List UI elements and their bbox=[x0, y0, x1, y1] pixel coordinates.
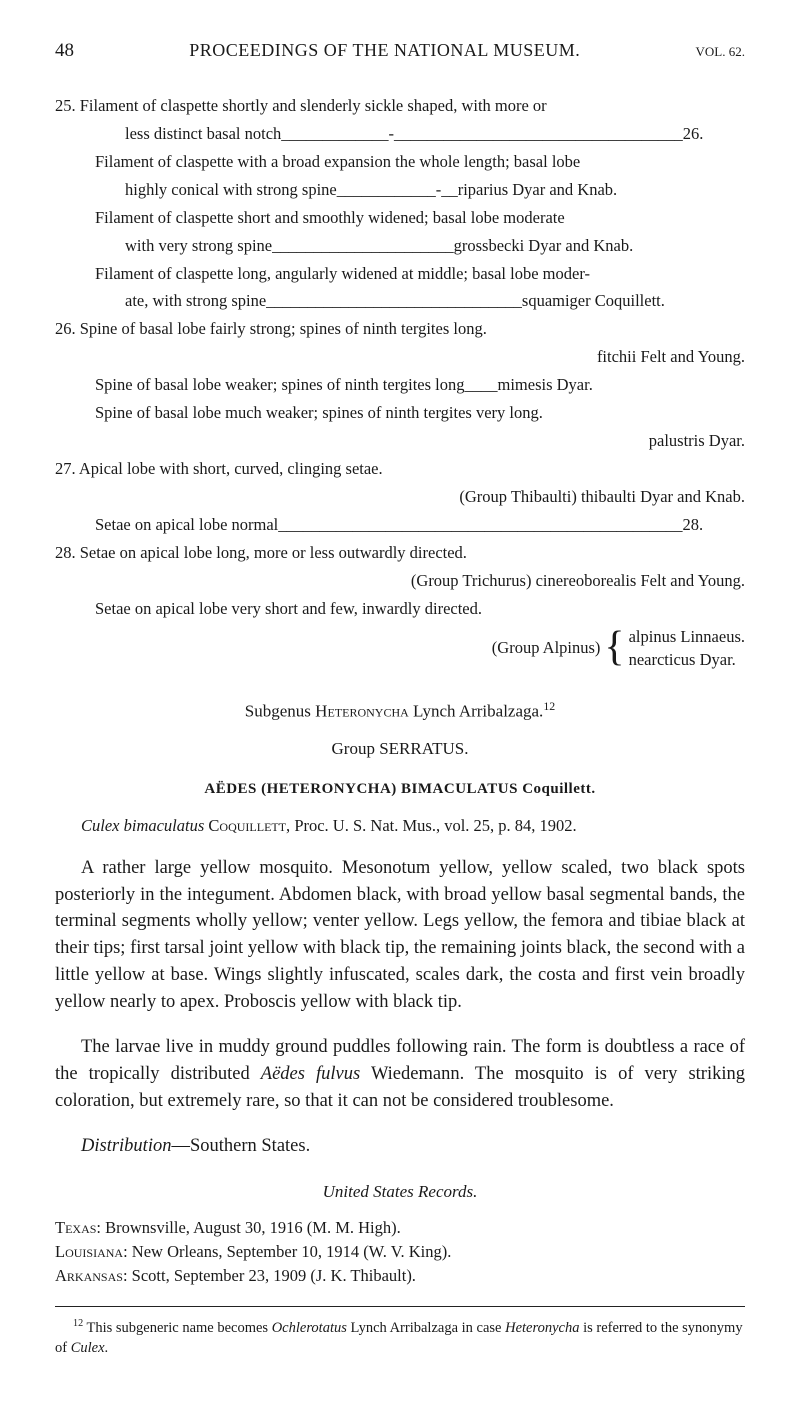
key-result: (Group Thibaulti) thibaulti Dyar and Kna… bbox=[55, 485, 745, 509]
key-line: 27. Apical lobe with short, curved, clin… bbox=[55, 457, 745, 481]
subgenus-heading: Subgenus Heteronycha Lynch Arribalzaga.1… bbox=[55, 699, 745, 722]
key-line: Spine of basal lobe weaker; spines of ni… bbox=[55, 373, 745, 397]
footnote-text: . bbox=[105, 1340, 109, 1356]
page-number: 48 bbox=[55, 40, 74, 62]
dichotomous-key: 25. Filament of claspette shortly and sl… bbox=[55, 94, 745, 671]
citation: Culex bimaculatus Coquillett, Proc. U. S… bbox=[55, 816, 745, 836]
brace-icon: { bbox=[600, 629, 628, 667]
footnote-rule bbox=[55, 1306, 745, 1307]
footnote-ref: 12 bbox=[543, 699, 555, 713]
record-state: Louisiana bbox=[55, 1242, 123, 1261]
record-detail: : New Orleans, September 10, 1914 (W. V.… bbox=[123, 1242, 451, 1261]
footnote-genus: Heteronycha bbox=[505, 1320, 579, 1336]
brace-group: (Group Alpinus) { alpinus Linnaeus. near… bbox=[55, 625, 745, 671]
subgenus-suffix: Lynch Arribalzaga. bbox=[409, 701, 544, 720]
citation-species: Culex bimaculatus bbox=[81, 816, 208, 835]
page-header: 48 PROCEEDINGS OF THE NATIONAL MUSEUM. V… bbox=[55, 40, 745, 62]
brace-options: alpinus Linnaeus. nearcticus Dyar. bbox=[629, 625, 745, 671]
key-line: Setae on apical lobe very short and few,… bbox=[55, 597, 745, 621]
key-result: (Group Trichurus) cinereoborealis Felt a… bbox=[55, 569, 745, 593]
subgenus-name: Heteronycha bbox=[315, 701, 409, 720]
volume-label: VOL. 62. bbox=[696, 44, 745, 60]
key-line: less distinct basal notch_____________-_… bbox=[55, 122, 745, 146]
key-line: Filament of claspette with a broad expan… bbox=[55, 150, 745, 174]
record-line: Louisiana: New Orleans, September 10, 19… bbox=[55, 1242, 745, 1262]
distribution-label: Distribution bbox=[81, 1136, 171, 1156]
key-line: Setae on apical lobe normal_____________… bbox=[55, 513, 745, 537]
key-line: ate, with strong spine__________________… bbox=[55, 289, 745, 313]
key-line: 28. Setae on apical lobe long, more or l… bbox=[55, 541, 745, 565]
record-line: Texas: Brownsville, August 30, 1916 (M. … bbox=[55, 1218, 745, 1238]
key-result: fitchii Felt and Young. bbox=[55, 345, 745, 369]
page-container: 48 PROCEEDINGS OF THE NATIONAL MUSEUM. V… bbox=[0, 0, 800, 1408]
key-line: Filament of claspette short and smoothly… bbox=[55, 206, 745, 230]
brace-option: alpinus Linnaeus. bbox=[629, 625, 745, 648]
key-result: palustris Dyar. bbox=[55, 429, 745, 453]
species-name-inline: Aëdes fulvus bbox=[261, 1064, 360, 1084]
key-line: 25. Filament of claspette shortly and sl… bbox=[55, 94, 745, 118]
footnote-number: 12 bbox=[73, 1318, 83, 1329]
citation-rest: Proc. U. S. Nat. Mus., vol. 25, p. 84, 1… bbox=[294, 816, 576, 835]
footnote-text: Lynch Arribalzaga in case bbox=[347, 1320, 505, 1336]
record-state: Arkansas bbox=[55, 1266, 123, 1285]
description-paragraph: The larvae live in muddy ground puddles … bbox=[55, 1034, 745, 1114]
species-heading: AËDES (HETERONYCHA) BIMACULATUS Coquille… bbox=[55, 781, 745, 798]
footnote-genus: Culex bbox=[71, 1340, 105, 1356]
distribution-line: Distribution—Southern States. bbox=[55, 1133, 745, 1160]
group-heading: Group SERRATUS. bbox=[55, 739, 745, 759]
brace-option: nearcticus Dyar. bbox=[629, 648, 745, 671]
description-paragraph: A rather large yellow mosquito. Mesonotu… bbox=[55, 855, 745, 1016]
key-line: Spine of basal lobe much weaker; spines … bbox=[55, 401, 745, 425]
subgenus-prefix: Subgenus bbox=[245, 701, 315, 720]
citation-author: Coquillett, bbox=[208, 816, 294, 835]
footnote-text: This subgeneric name becomes bbox=[83, 1320, 272, 1336]
key-line: highly conical with strong spine________… bbox=[55, 178, 745, 202]
record-detail: : Brownsville, August 30, 1916 (M. M. Hi… bbox=[96, 1218, 400, 1237]
record-detail: : Scott, September 23, 1909 (J. K. Thiba… bbox=[123, 1266, 416, 1285]
distribution-value: —Southern States. bbox=[171, 1136, 310, 1156]
key-line: with very strong spine__________________… bbox=[55, 234, 745, 258]
footnote: 12 This subgeneric name becomes Ochlerot… bbox=[55, 1317, 745, 1358]
key-line: 26. Spine of basal lobe fairly strong; s… bbox=[55, 317, 745, 341]
key-line: Filament of claspette long, angularly wi… bbox=[55, 262, 745, 286]
record-state: Texas bbox=[55, 1218, 96, 1237]
group-label: (Group Alpinus) bbox=[492, 638, 601, 658]
record-line: Arkansas: Scott, September 23, 1909 (J. … bbox=[55, 1266, 745, 1286]
footnote-genus: Ochlerotatus bbox=[272, 1320, 347, 1336]
header-title: PROCEEDINGS OF THE NATIONAL MUSEUM. bbox=[74, 40, 696, 61]
records-heading: United States Records. bbox=[55, 1182, 745, 1202]
